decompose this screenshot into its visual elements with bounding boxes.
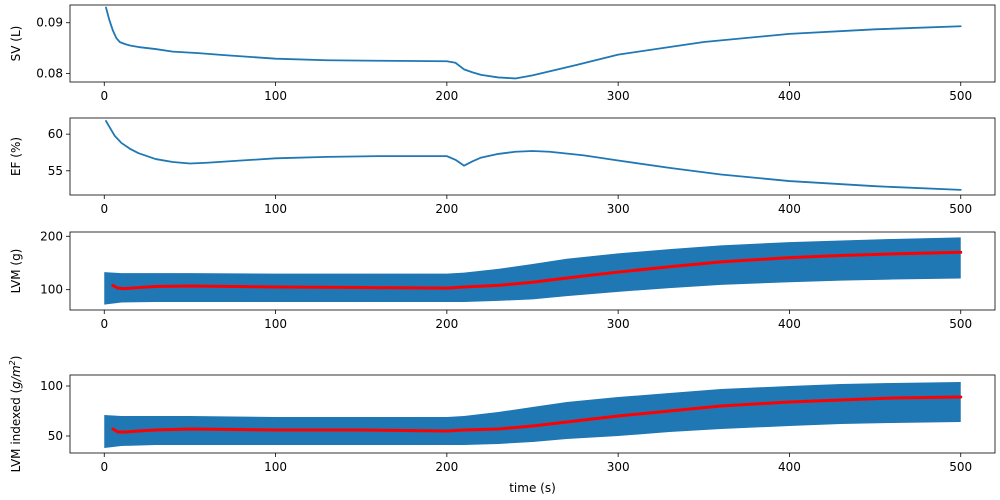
lvm-indexed-x-tick-label: 300 (607, 460, 630, 474)
sv-x-tick-label: 200 (435, 89, 458, 103)
lvm-indexed-x-tick-label: 0 (100, 460, 108, 474)
lvm-indexed-x-tick-label: 200 (435, 460, 458, 474)
sv-axes-frame (69, 4, 996, 83)
sv-x-tick-label: 400 (778, 89, 801, 103)
lvm-indexed-x-tick-label: 500 (949, 460, 972, 474)
lvm-series-line-0 (111, 250, 963, 291)
sv-plot-area (105, 6, 962, 80)
ef-x-tick-label: 200 (435, 202, 458, 216)
sv-x-tick-label: 300 (607, 89, 630, 103)
lvm-x-tick-label: 200 (435, 317, 458, 331)
lvm-axes-frame (69, 231, 996, 311)
lvm-x-tick-label: 400 (778, 317, 801, 331)
ef-x-tick-label: 500 (949, 202, 972, 216)
lvm-indexed-series-line-0 (111, 395, 963, 434)
sv-y-tick-label: 0.09 (36, 16, 63, 30)
lvm-y-tick-label: 100 (40, 283, 63, 297)
lvm-indexed-y-tick-label: 100 (40, 379, 63, 393)
lvm-y-tick-label: 200 (40, 229, 63, 243)
ef-y-axis-label: EF (%) (9, 137, 23, 176)
sv-y-axis-label: SV (L) (9, 26, 23, 62)
sv-x-tick-label: 0 (100, 89, 108, 103)
sv-x-tick-label: 100 (264, 89, 287, 103)
lvm-indexed-y-axis-label-paren-close: ) (9, 356, 23, 361)
panel-lvm: 0 100 200 300 400 500 100 200 LVM (g) (9, 229, 996, 331)
lvm-indexed-x-tick-label: 100 (264, 460, 287, 474)
lvm-plot-area (104, 237, 963, 305)
ef-x-tick-label: 300 (607, 202, 630, 216)
lvm-indexed-plot-area (104, 382, 963, 448)
lvm-indexed-x-tick-label: 400 (778, 460, 801, 474)
lvm-x-tick-label: 100 (264, 317, 287, 331)
lvm-indexed-y-tick-label: 50 (48, 429, 63, 443)
ef-x-tick-label: 0 (100, 202, 108, 216)
sv-series-line-0 (105, 6, 962, 80)
lvm-y-axis-label: LVM (g) (9, 249, 23, 294)
panel-sv: 0 100 200 300 400 500 0.08 0.09 SV (L) (9, 4, 996, 103)
lvm-x-tick-label: 0 (100, 317, 108, 331)
panel-lvm-indexed: 0 100 200 300 400 500 50 100 LVM indexed (g/m2) t… (8, 356, 996, 495)
ef-series-line-0 (105, 120, 962, 191)
lvm-indexed-x-axis-label: time (s) (509, 481, 556, 495)
lvm-indexed-y-axis-label: LVM indexed (g/m2) (8, 356, 23, 473)
ef-x-tick-label: 400 (778, 202, 801, 216)
ef-y-tick-label: 55 (48, 164, 63, 178)
lvm-indexed-y-axis-label-unit: g/m (9, 365, 23, 388)
ef-axes-frame (69, 117, 996, 196)
lvm-indexed-y-axis-label-unit-superscript: 2 (8, 360, 17, 365)
lvm-indexed-y-axis-label-text: LVM indexed (9, 397, 23, 472)
sv-y-tick-label: 0.08 (36, 66, 63, 80)
ef-x-tick-label: 100 (264, 202, 287, 216)
sv-x-tick-label: 500 (949, 89, 972, 103)
lvm-indexed-variability-band (104, 382, 961, 448)
lvm-x-tick-label: 300 (607, 317, 630, 331)
lvm-x-tick-label: 500 (949, 317, 972, 331)
panel-ef: 0 100 200 300 400 500 55 60 EF (%) (9, 117, 996, 216)
lvm-indexed-axes-frame (69, 374, 996, 454)
lvm-indexed-y-axis-label-paren: ( (9, 389, 23, 398)
ef-y-tick-label: 60 (48, 127, 63, 141)
ef-plot-area (105, 120, 962, 191)
